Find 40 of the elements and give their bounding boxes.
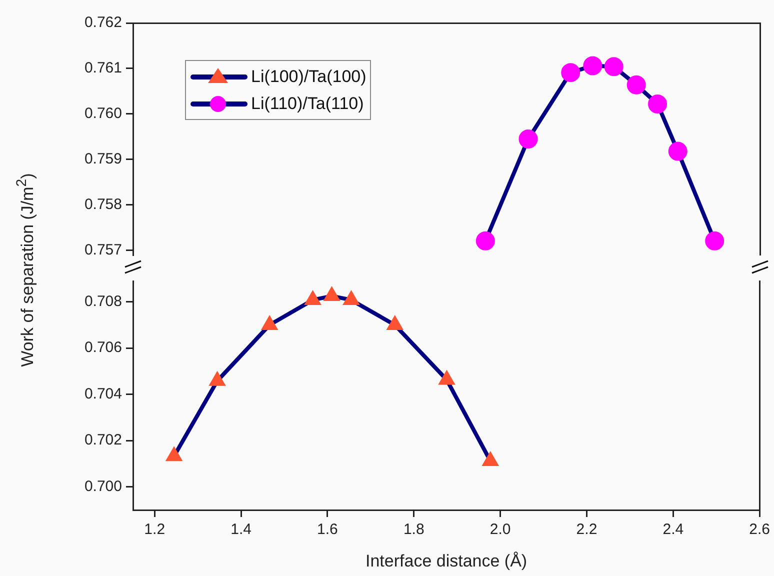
point <box>261 315 278 330</box>
y-tick-label: 0.761 <box>84 60 122 77</box>
point <box>342 290 360 305</box>
legend-label: Li(100)/Ta(100) <box>251 66 366 86</box>
y-tick-label: 0.758 <box>84 196 122 214</box>
y-tick-label: 0.708 <box>84 292 122 310</box>
x-tick-label: 1.2 <box>144 521 166 538</box>
x-tick-label: 1.6 <box>317 521 338 538</box>
x-tick-label: 2.4 <box>662 521 684 538</box>
y-tick-label: 0.762 <box>84 14 122 32</box>
point <box>561 63 580 82</box>
x-tick-label: 1.4 <box>230 521 252 538</box>
y-tick-label: 0.706 <box>84 339 122 356</box>
legend-label: Li(110)/Ta(110) <box>251 94 364 114</box>
point <box>668 142 688 161</box>
point <box>705 231 724 250</box>
point <box>386 315 404 330</box>
y-tick-label: 0.704 <box>84 385 122 402</box>
y-tick-label: 0.757 <box>84 242 122 259</box>
point <box>438 370 456 385</box>
y-tick-label: 0.760 <box>84 105 122 122</box>
point <box>166 446 182 462</box>
point <box>323 286 340 302</box>
y-tick-label: 0.700 <box>84 478 122 496</box>
x-tick-label: 2.6 <box>749 521 770 538</box>
x-tick-label: 1.8 <box>403 521 424 538</box>
x-axis-title: Interface distance (Å) <box>366 551 528 570</box>
point <box>304 290 322 305</box>
point <box>482 451 499 466</box>
point <box>626 75 646 94</box>
x-tick-label: 2.0 <box>490 521 511 538</box>
point <box>208 371 226 386</box>
y-tick-label: 0.759 <box>84 150 122 168</box>
x-tick-label: 2.2 <box>576 521 598 538</box>
point <box>476 231 495 250</box>
point <box>648 94 668 114</box>
point <box>604 57 624 76</box>
point <box>583 56 602 76</box>
point <box>518 130 538 148</box>
y-tick-label: 0.702 <box>84 432 122 449</box>
